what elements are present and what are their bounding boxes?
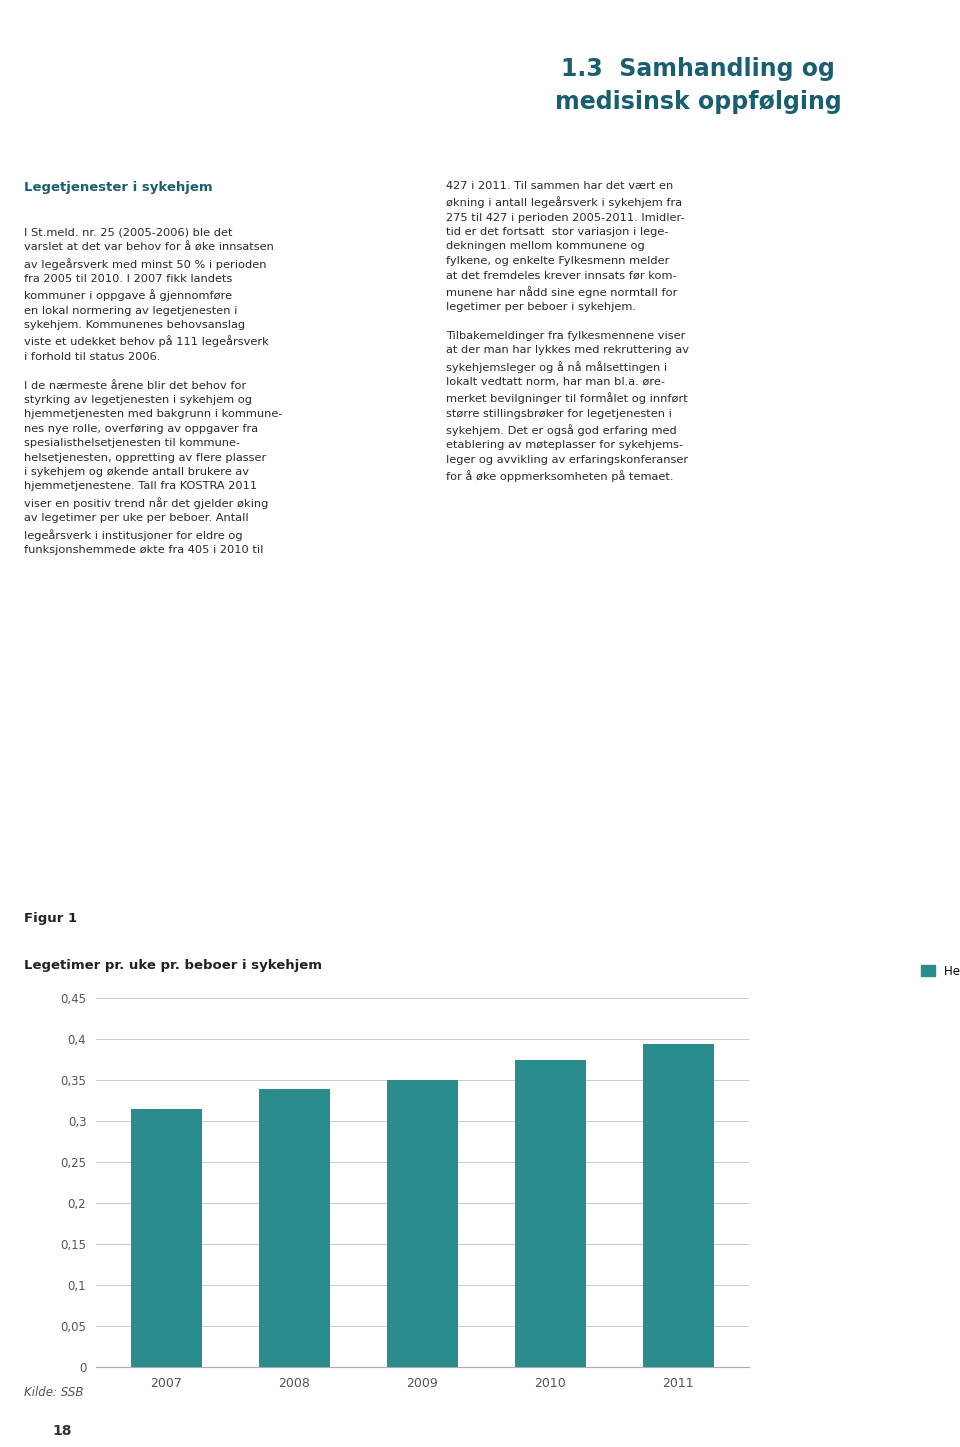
- Text: 1.3  Samhandling og
medisinsk oppfølging: 1.3 Samhandling og medisinsk oppfølging: [555, 56, 842, 114]
- Bar: [643, 1043, 713, 1367]
- Text: 18: 18: [53, 1424, 72, 1438]
- Bar: [516, 1059, 586, 1367]
- Text: 427 i 2011. Til sammen har det vært en
økning i antall legeårsverk i sykehjem fr: 427 i 2011. Til sammen har det vært en ø…: [446, 181, 689, 482]
- Text: Figur 1: Figur 1: [24, 912, 77, 925]
- Text: Legetjenester i sykehjem: Legetjenester i sykehjem: [24, 181, 212, 194]
- Bar: [259, 1088, 329, 1367]
- Text: Kilde: SSB: Kilde: SSB: [24, 1386, 84, 1399]
- Text: I St.meld. nr. 25 (2005-2006) ble det
varslet at det var behov for å øke innsats: I St.meld. nr. 25 (2005-2006) ble det va…: [24, 227, 282, 556]
- Bar: [132, 1108, 202, 1367]
- Bar: [387, 1081, 458, 1367]
- Text: Legetimer pr. uke pr. beboer i sykehjem: Legetimer pr. uke pr. beboer i sykehjem: [24, 959, 322, 972]
- Legend: Hele landet: Hele landet: [916, 959, 960, 983]
